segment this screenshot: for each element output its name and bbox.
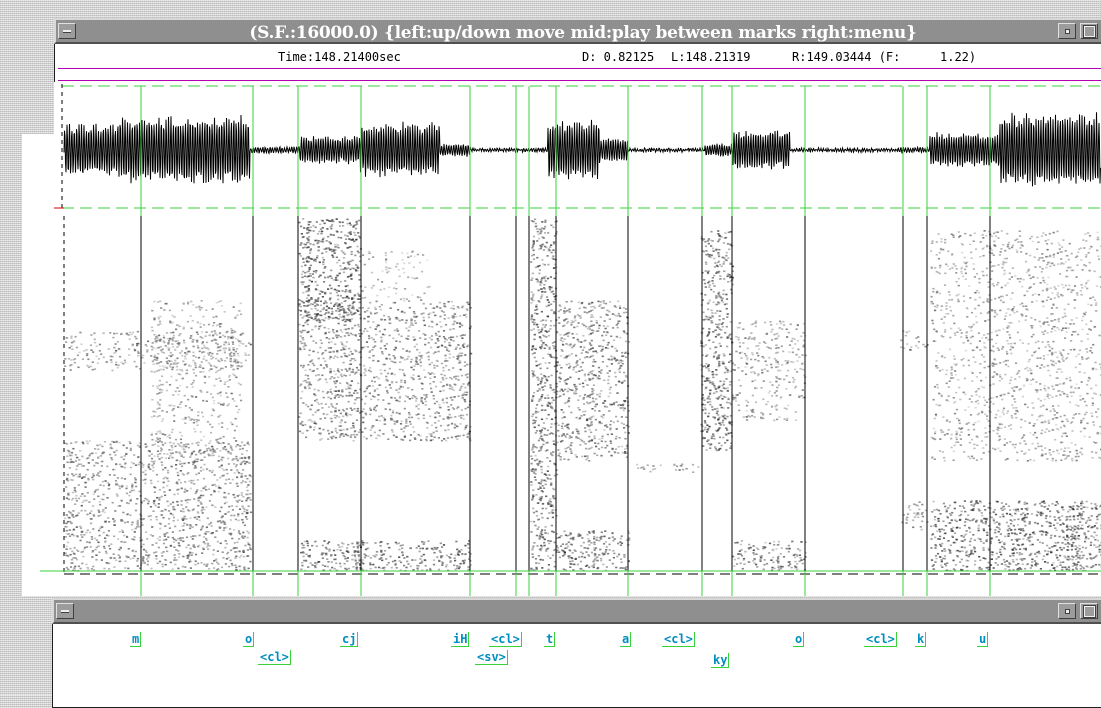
phoneme-label[interactable]: <cl>: [864, 632, 897, 647]
window-menu-icon[interactable]: [58, 23, 76, 39]
phoneme-label-tier[interactable]: m o <cl> cj iH <cl> <sv> t a <cl> ky o <cl> k u: [52, 624, 1101, 708]
phoneme-label[interactable]: o: [793, 632, 805, 647]
iconify-icon[interactable]: [1058, 23, 1076, 39]
phoneme-label[interactable]: <sv>: [475, 650, 508, 665]
phoneme-label[interactable]: <cl>: [258, 650, 291, 665]
range-indicator-line: [58, 68, 1101, 69]
phoneme-label[interactable]: cj: [340, 632, 359, 647]
phoneme-label[interactable]: ky: [711, 653, 730, 668]
phoneme-label[interactable]: o: [243, 632, 255, 647]
label-window-titlebar[interactable]: [52, 598, 1101, 624]
phoneme-label[interactable]: k: [915, 632, 927, 647]
waveform-window-titlebar[interactable]: (S.F.:16000.0) {left:up/down move mid:pl…: [54, 18, 1101, 44]
factor-readout: 1.22): [940, 50, 977, 64]
phoneme-label[interactable]: <cl>: [489, 632, 522, 647]
phoneme-label[interactable]: t: [544, 632, 556, 647]
waveform-canvas[interactable]: [54, 82, 1101, 216]
phoneme-label[interactable]: iH: [451, 632, 470, 647]
phoneme-label[interactable]: u: [977, 632, 989, 647]
phoneme-label[interactable]: <cl>: [662, 632, 695, 647]
label-window: m o <cl> cj iH <cl> <sv> t a <cl> ky o <cl> k u: [52, 598, 1101, 708]
phoneme-label[interactable]: m: [130, 632, 142, 647]
window-menu-icon[interactable]: [56, 603, 74, 619]
left-mark-readout: L:148.21319: [671, 50, 751, 64]
phoneme-label[interactable]: a: [620, 632, 632, 647]
waveform-window: (S.F.:16000.0) {left:up/down move mid:pl…: [54, 18, 1101, 216]
range-indicator-line: [58, 80, 1101, 81]
duration-readout: D: 0.82125: [582, 50, 655, 64]
maximize-icon[interactable]: [1080, 23, 1098, 39]
time-readout: Time:148.21400sec: [278, 50, 401, 64]
iconify-icon[interactable]: [1058, 603, 1076, 619]
right-mark-readout: R:149.03444 (F:: [792, 50, 901, 64]
window-title: (S.F.:16000.0) {left:up/down move mid:pl…: [249, 23, 917, 43]
maximize-icon[interactable]: [1080, 603, 1098, 619]
